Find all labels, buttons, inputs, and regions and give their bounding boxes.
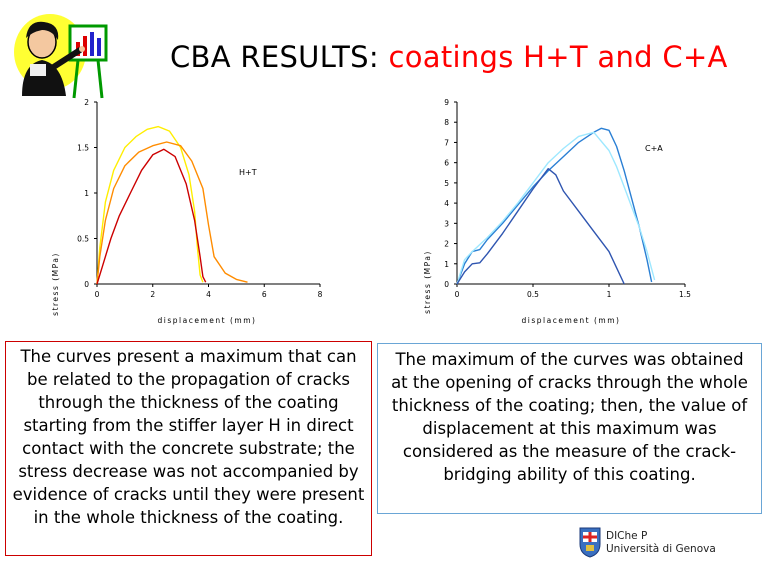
chart-ca-series-line-3 [456, 167, 625, 285]
footer-institution: DIChe P Università di Genova [606, 530, 716, 556]
chart-ht-ytick-label: 0.5 [77, 235, 89, 244]
chart-ht-annotation: H+T [239, 168, 257, 177]
title-highlight: coatings H+T and C+A [388, 40, 728, 74]
left-description-text: The curves present a maximum that can be… [12, 347, 365, 527]
chart-ht-xtick-label: 6 [262, 290, 267, 299]
right-description-box: The maximum of the curves was obtained a… [377, 343, 762, 514]
chart-ht-ytick-label: 1 [84, 189, 89, 198]
chart-ca-ytick-label: 3 [444, 219, 449, 228]
chart-ca-ytick-label: 6 [444, 159, 449, 168]
chart-ht-xtick-label: 0 [95, 290, 100, 299]
chart-ca-xtick-label: 1.5 [679, 290, 691, 299]
chart-ht-series-line-1 [96, 125, 204, 285]
right-description-text: The maximum of the curves was obtained a… [391, 350, 748, 484]
chart-ht-ytick-label: 0 [84, 280, 89, 289]
chart-ht-xtick-label: 8 [318, 290, 323, 299]
slide-title: CBA RESULTS: coatings H+T and C+A [170, 40, 728, 74]
chart-ht: H+T displacement (mm) stress (MPa) 0 0.5 1… [51, 98, 323, 325]
chart-ca-ytick-label: 2 [444, 240, 449, 249]
chart-ca-xtick-label: 1 [607, 290, 612, 299]
chart-ca-ytick-label: 4 [444, 199, 449, 208]
university-crest-icon [579, 527, 601, 558]
chart-ca-series-line-2 [456, 131, 656, 285]
chart-ca-xlabel: displacement (mm) [522, 316, 621, 325]
chart-ca-series-line-1 [456, 127, 653, 285]
chart-ca-ytick-label: 0 [444, 280, 449, 289]
left-description-box: The curves present a maximum that can be… [5, 341, 372, 556]
chart-ca-xtick-label: 0 [455, 290, 460, 299]
teacher-clipart-icon [14, 14, 108, 99]
chart-ca-ylabel: stress (MPa) [423, 250, 432, 314]
footer-line1: DIChe P [606, 530, 648, 542]
chart-ht-xlabel: displacement (mm) [158, 316, 257, 325]
chart-ca-ytick-label: 5 [444, 179, 449, 188]
chart-ht-series-line-2 [96, 141, 248, 285]
chart-ht-xtick-label: 4 [206, 290, 211, 299]
chart-ca-ytick-label: 1 [444, 260, 449, 269]
chart-ht-ytick-label: 2 [84, 98, 89, 107]
chart-ht-ytick-label: 1.5 [77, 144, 89, 153]
chart-ca-ytick-label: 8 [444, 118, 449, 127]
chart-ca-annotation: C+A [645, 144, 663, 153]
chart-ht-ylabel: stress (MPa) [51, 252, 60, 316]
footer-line2: Università di Genova [606, 543, 716, 555]
chart-ca-ytick-label: 7 [444, 138, 449, 147]
chart-ca: C+A displacement (mm) stress (MPa) 0 1 2 3 4… [423, 98, 691, 325]
chart-ht-series-line-3 [96, 148, 207, 285]
chart-ht-xtick-label: 2 [150, 290, 155, 299]
chart-ca-xtick-label: 0.5 [527, 290, 539, 299]
title-prefix: CBA RESULTS: [170, 40, 389, 74]
chart-ca-ytick-label: 9 [444, 98, 449, 107]
